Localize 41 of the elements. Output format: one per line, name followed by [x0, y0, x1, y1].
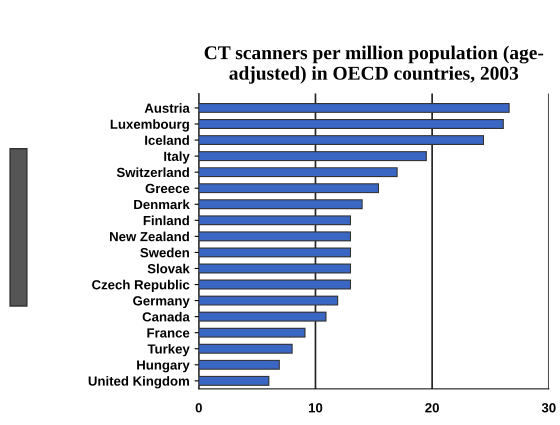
y-tick-label: Greece	[146, 184, 190, 194]
y-tick-label: Slovak	[148, 264, 190, 274]
y-tick-label: Italy	[164, 151, 190, 164]
x-tick-label: 0	[196, 403, 202, 412]
x-tick-label: 30	[542, 403, 556, 412]
y-tick-label: Switzerland	[116, 167, 189, 178]
x-tick-label: 20	[425, 403, 439, 412]
y-tick-label: Germany	[133, 296, 190, 308]
x-tick-label: 10	[308, 403, 322, 412]
y-tick-label: Finland	[144, 216, 189, 226]
bar	[198, 183, 380, 194]
y-tick-label: New Zealand	[110, 232, 189, 242]
bar	[198, 119, 504, 129]
y-tick-label: Czech Republic	[92, 280, 190, 292]
y-tick-label: Iceland	[145, 135, 189, 145]
y-tick-label: United Kingdom	[88, 376, 189, 388]
bar	[198, 280, 352, 290]
bar	[198, 135, 484, 146]
bar	[198, 167, 398, 178]
y-tick-label: Canada	[142, 312, 190, 322]
bar	[198, 312, 327, 322]
y-tick-label: Turkey	[148, 344, 190, 356]
bar	[198, 151, 427, 162]
bar	[198, 376, 270, 386]
bar	[198, 296, 338, 306]
y-tick-label: Denmark	[134, 199, 190, 210]
y-tick-label: Hungary	[137, 360, 190, 372]
y-tick-label: Sweden	[140, 248, 189, 258]
bar	[198, 231, 352, 242]
y-tick-label: France	[147, 328, 190, 338]
bar	[198, 328, 306, 338]
bar	[198, 360, 280, 370]
y-tick-label: Luxembourg	[110, 119, 189, 132]
bar	[198, 215, 352, 226]
bar	[198, 102, 510, 113]
bar	[198, 199, 363, 210]
bar	[198, 247, 352, 258]
chart-title: CT scanners per million population (age- adjusted) in OECD countries, 2003	[204, 46, 544, 84]
bar	[198, 264, 352, 274]
y-tick-label: Austria	[144, 103, 190, 113]
bar	[198, 344, 293, 354]
